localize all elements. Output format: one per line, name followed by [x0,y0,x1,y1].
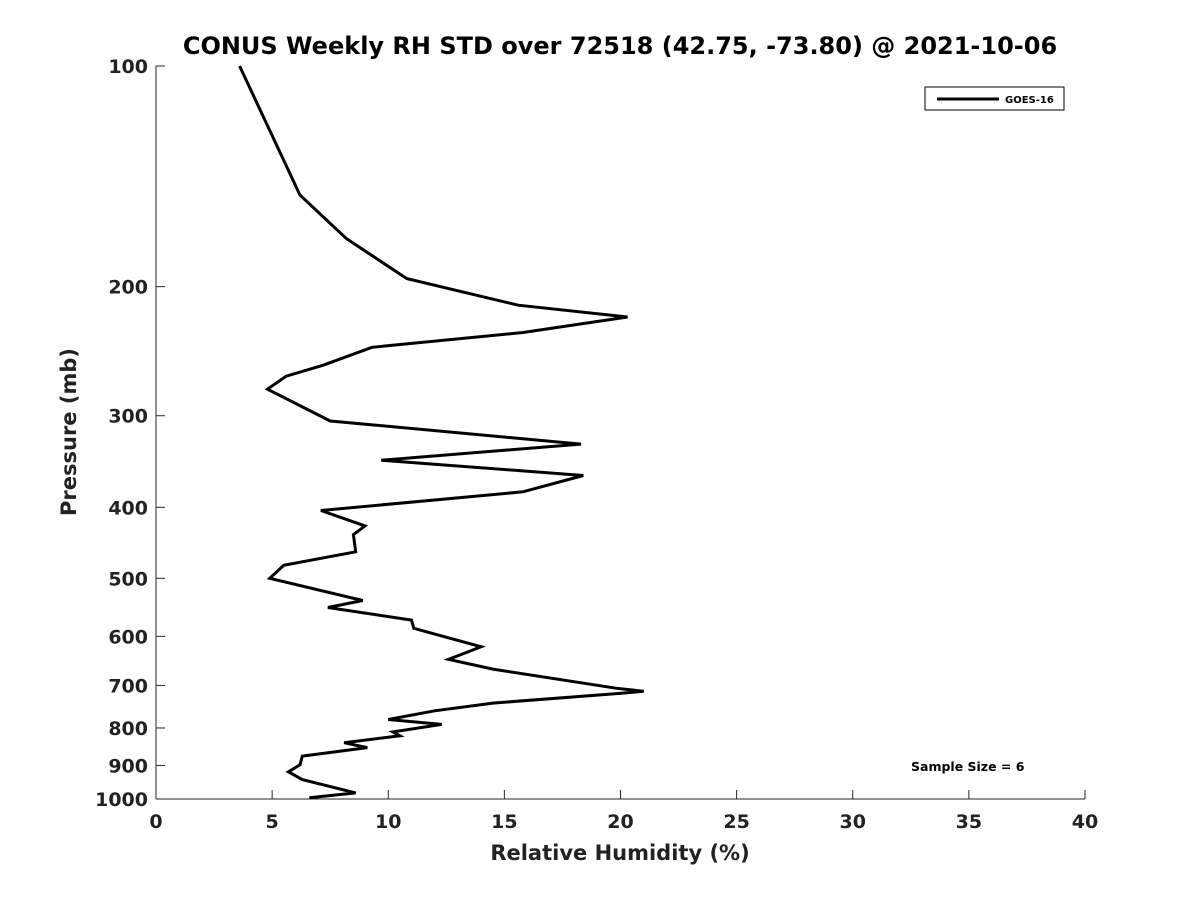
x-tick-label: 15 [491,811,517,833]
x-tick-label: 25 [723,811,749,833]
y-tick-label: 1000 [95,789,148,811]
y-tick-label: 200 [108,277,148,299]
x-tick-label: 40 [1072,811,1098,833]
series-lines [238,65,644,800]
y-tick-label: 600 [108,626,148,648]
legend-label: GOES-16 [1005,95,1054,106]
x-tick-label: 20 [607,811,633,833]
y-tick-label: 700 [108,675,148,697]
chart-title: CONUS Weekly RH STD over 72518 (42.75, -… [183,32,1057,60]
x-tick-label: 10 [375,811,401,833]
series-line-goes-16 [238,65,644,800]
y-tick-label: 900 [108,755,148,777]
x-tick-label: 30 [840,811,866,833]
tick-labels: 0 5 10 15 20 25 30 35 40 100 200 300 400 500 600 700 800… [95,56,1098,833]
y-tick-label: 300 [108,406,148,428]
y-tick-label: 500 [108,568,148,590]
sample-size-annotation: Sample Size = 6 [911,759,1025,774]
y-tick-label: 400 [108,497,148,519]
x-tick-label: 35 [956,811,982,833]
y-axis-title: Pressure (mb) [57,348,81,516]
x-tick-label: 0 [149,811,162,833]
y-tick-label: 100 [108,56,148,78]
y-tick-label: 800 [108,718,148,740]
x-tick-label: 5 [266,811,279,833]
x-axis-title: Relative Humidity (%) [490,841,749,865]
legend: GOES-16 [924,86,1065,111]
